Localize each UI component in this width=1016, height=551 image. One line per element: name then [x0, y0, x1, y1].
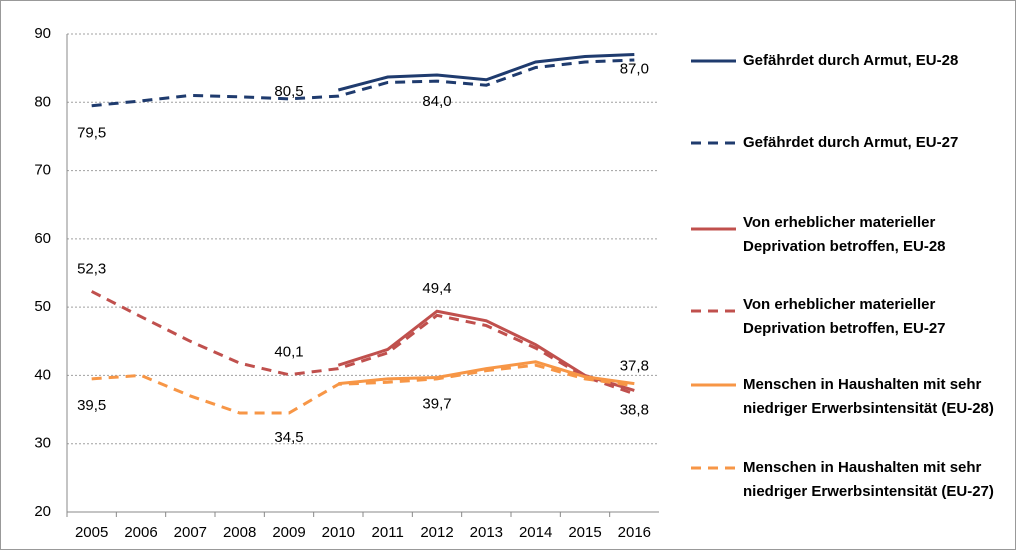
- legend-label: Menschen in Haushalten mit sehr niedrige…: [743, 459, 994, 500]
- x-tick-label: 2009: [272, 524, 305, 541]
- legend-label: Menschen in Haushalten mit sehr niedrige…: [743, 376, 994, 417]
- y-tick-label: 20: [34, 503, 51, 520]
- data-label: 38,8: [620, 402, 649, 419]
- series-line: [91, 363, 635, 415]
- y-tick-label: 40: [34, 366, 51, 383]
- x-tick-label: 2015: [568, 524, 601, 541]
- data-label: 39,7: [422, 395, 451, 412]
- y-tick-label: 60: [34, 230, 51, 247]
- x-tick-label: 2011: [372, 524, 404, 541]
- y-tick-label: 30: [34, 435, 51, 452]
- x-tick-label: 2016: [618, 524, 651, 541]
- legend-label: Gefährdet durch Armut, EU-27: [743, 134, 959, 151]
- data-label: 34,5: [274, 429, 303, 446]
- y-tick-label: 70: [34, 162, 51, 179]
- data-label: 37,8: [620, 357, 649, 374]
- data-label: 84,0: [422, 93, 451, 110]
- data-label: 39,5: [77, 397, 106, 414]
- legend-label: Von erheblicher materieller Deprivation …: [743, 214, 946, 255]
- data-label: 80,5: [274, 83, 303, 100]
- series-line: [90, 290, 635, 396]
- x-tick-label: 2014: [519, 524, 552, 541]
- legend-label: Gefährdet durch Armut, EU-28: [743, 52, 959, 69]
- y-tick-label: 90: [34, 25, 51, 42]
- data-label: 49,4: [422, 280, 451, 297]
- x-tick-label: 2007: [174, 524, 207, 541]
- series-line: [91, 58, 635, 108]
- data-label: 87,0: [620, 60, 649, 77]
- data-label: 52,3: [77, 260, 106, 277]
- series-line: [338, 360, 635, 386]
- series-line: [337, 52, 635, 92]
- legend-label: Von erheblicher materieller Deprivation …: [743, 296, 946, 337]
- x-tick-label: 2005: [75, 524, 108, 541]
- x-tick-label: 2008: [223, 524, 256, 541]
- y-tick-label: 80: [34, 93, 51, 110]
- x-tick-label: 2010: [322, 524, 355, 541]
- x-tick-label: 2012: [420, 524, 453, 541]
- data-label: 40,1: [274, 344, 303, 361]
- y-tick-label: 50: [34, 298, 51, 315]
- data-label: 79,5: [77, 125, 106, 142]
- x-tick-label: 2006: [124, 524, 157, 541]
- x-tick-label: 2013: [470, 524, 503, 541]
